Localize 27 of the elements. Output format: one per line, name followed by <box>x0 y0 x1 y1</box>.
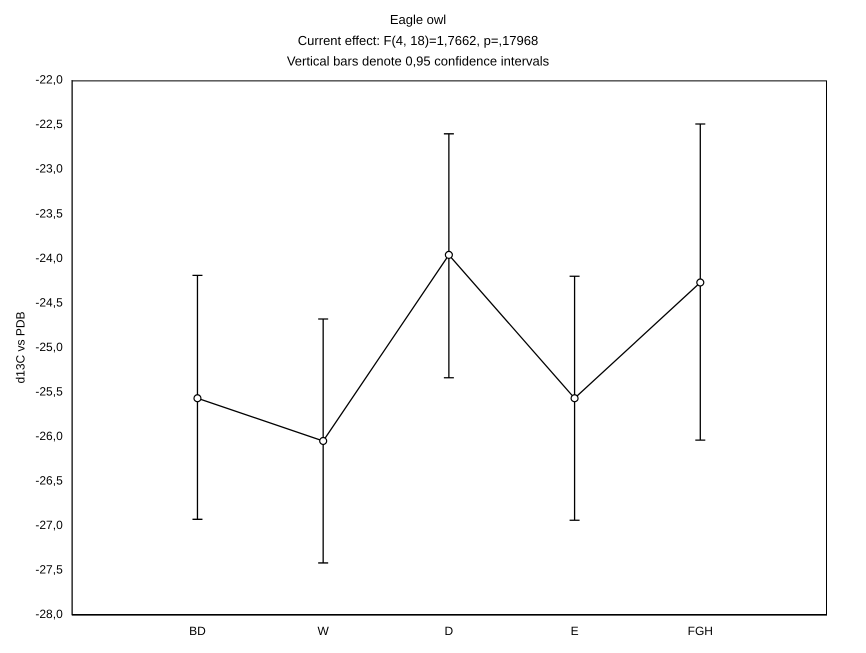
y-axis-title: d13C vs PDB <box>14 311 28 384</box>
y-tick-label: -26,0 <box>35 428 64 443</box>
y-tick-label: -24,5 <box>35 295 64 310</box>
y-tick-label: -27,0 <box>35 518 64 532</box>
x-tick-label: E <box>570 624 579 638</box>
x-tick-label: FGH <box>688 624 713 638</box>
point <box>319 436 328 446</box>
y-tick-label: -25,0 <box>35 340 64 354</box>
y-tick-label: -22,0 <box>35 72 64 87</box>
chart-title: Eagle owl <box>390 12 446 27</box>
text: Vertical bars denote 0,95 confidence intervals <box>286 54 550 69</box>
y-tick-label: -27,5 <box>35 562 64 576</box>
x-tick-label: W <box>318 624 330 638</box>
point <box>696 278 704 287</box>
y-tick-label: -23,5 <box>35 206 64 220</box>
x-tick-label: BD <box>189 624 206 638</box>
chart-subtitle: Current effect: F(4, 18)=1,7662, p=,17968 <box>298 32 538 48</box>
y-tick-label: -22,5 <box>35 117 64 132</box>
y-tick-label: -24,0 <box>35 250 64 265</box>
point <box>570 394 579 402</box>
x-tick-label: D <box>444 624 454 638</box>
y-tick-label: -26,5 <box>35 473 64 488</box>
y-tick-label: -23,0 <box>35 162 64 176</box>
y-tick-label: -28,0 <box>35 606 64 621</box>
y-tick-label: -25,5 <box>35 384 64 398</box>
point <box>193 394 202 402</box>
point <box>444 250 453 260</box>
